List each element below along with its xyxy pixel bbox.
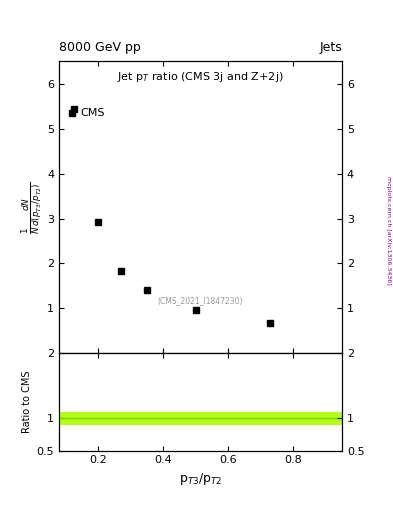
- CMS: [95, 219, 100, 225]
- CMS: [268, 320, 273, 326]
- Text: Jets: Jets: [319, 41, 342, 54]
- Line: CMS: CMS: [70, 105, 274, 327]
- Text: (CMS_2021_I1847230): (CMS_2021_I1847230): [158, 296, 243, 305]
- Text: 8000 GeV pp: 8000 GeV pp: [59, 41, 141, 54]
- Bar: [59, 412, 342, 424]
- Y-axis label: $\frac{1}{N}\frac{dN}{d(p_{T3}/p_{T2})}$: $\frac{1}{N}\frac{dN}{d(p_{T3}/p_{T2})}$: [20, 181, 44, 233]
- Y-axis label: Ratio to CMS: Ratio to CMS: [22, 371, 32, 433]
- Text: CMS: CMS: [80, 108, 105, 118]
- CMS: [193, 307, 198, 313]
- X-axis label: p$_{T3}$/p$_{T2}$: p$_{T3}$/p$_{T2}$: [179, 471, 222, 487]
- Text: mcplots.cern.ch [arXiv:1306.3436]: mcplots.cern.ch [arXiv:1306.3436]: [386, 176, 391, 285]
- Text: Jet p$_{T}$ ratio (CMS 3j and Z+2j): Jet p$_{T}$ ratio (CMS 3j and Z+2j): [117, 70, 284, 84]
- CMS: [71, 105, 76, 112]
- CMS: [144, 287, 149, 293]
- CMS: [118, 268, 123, 274]
